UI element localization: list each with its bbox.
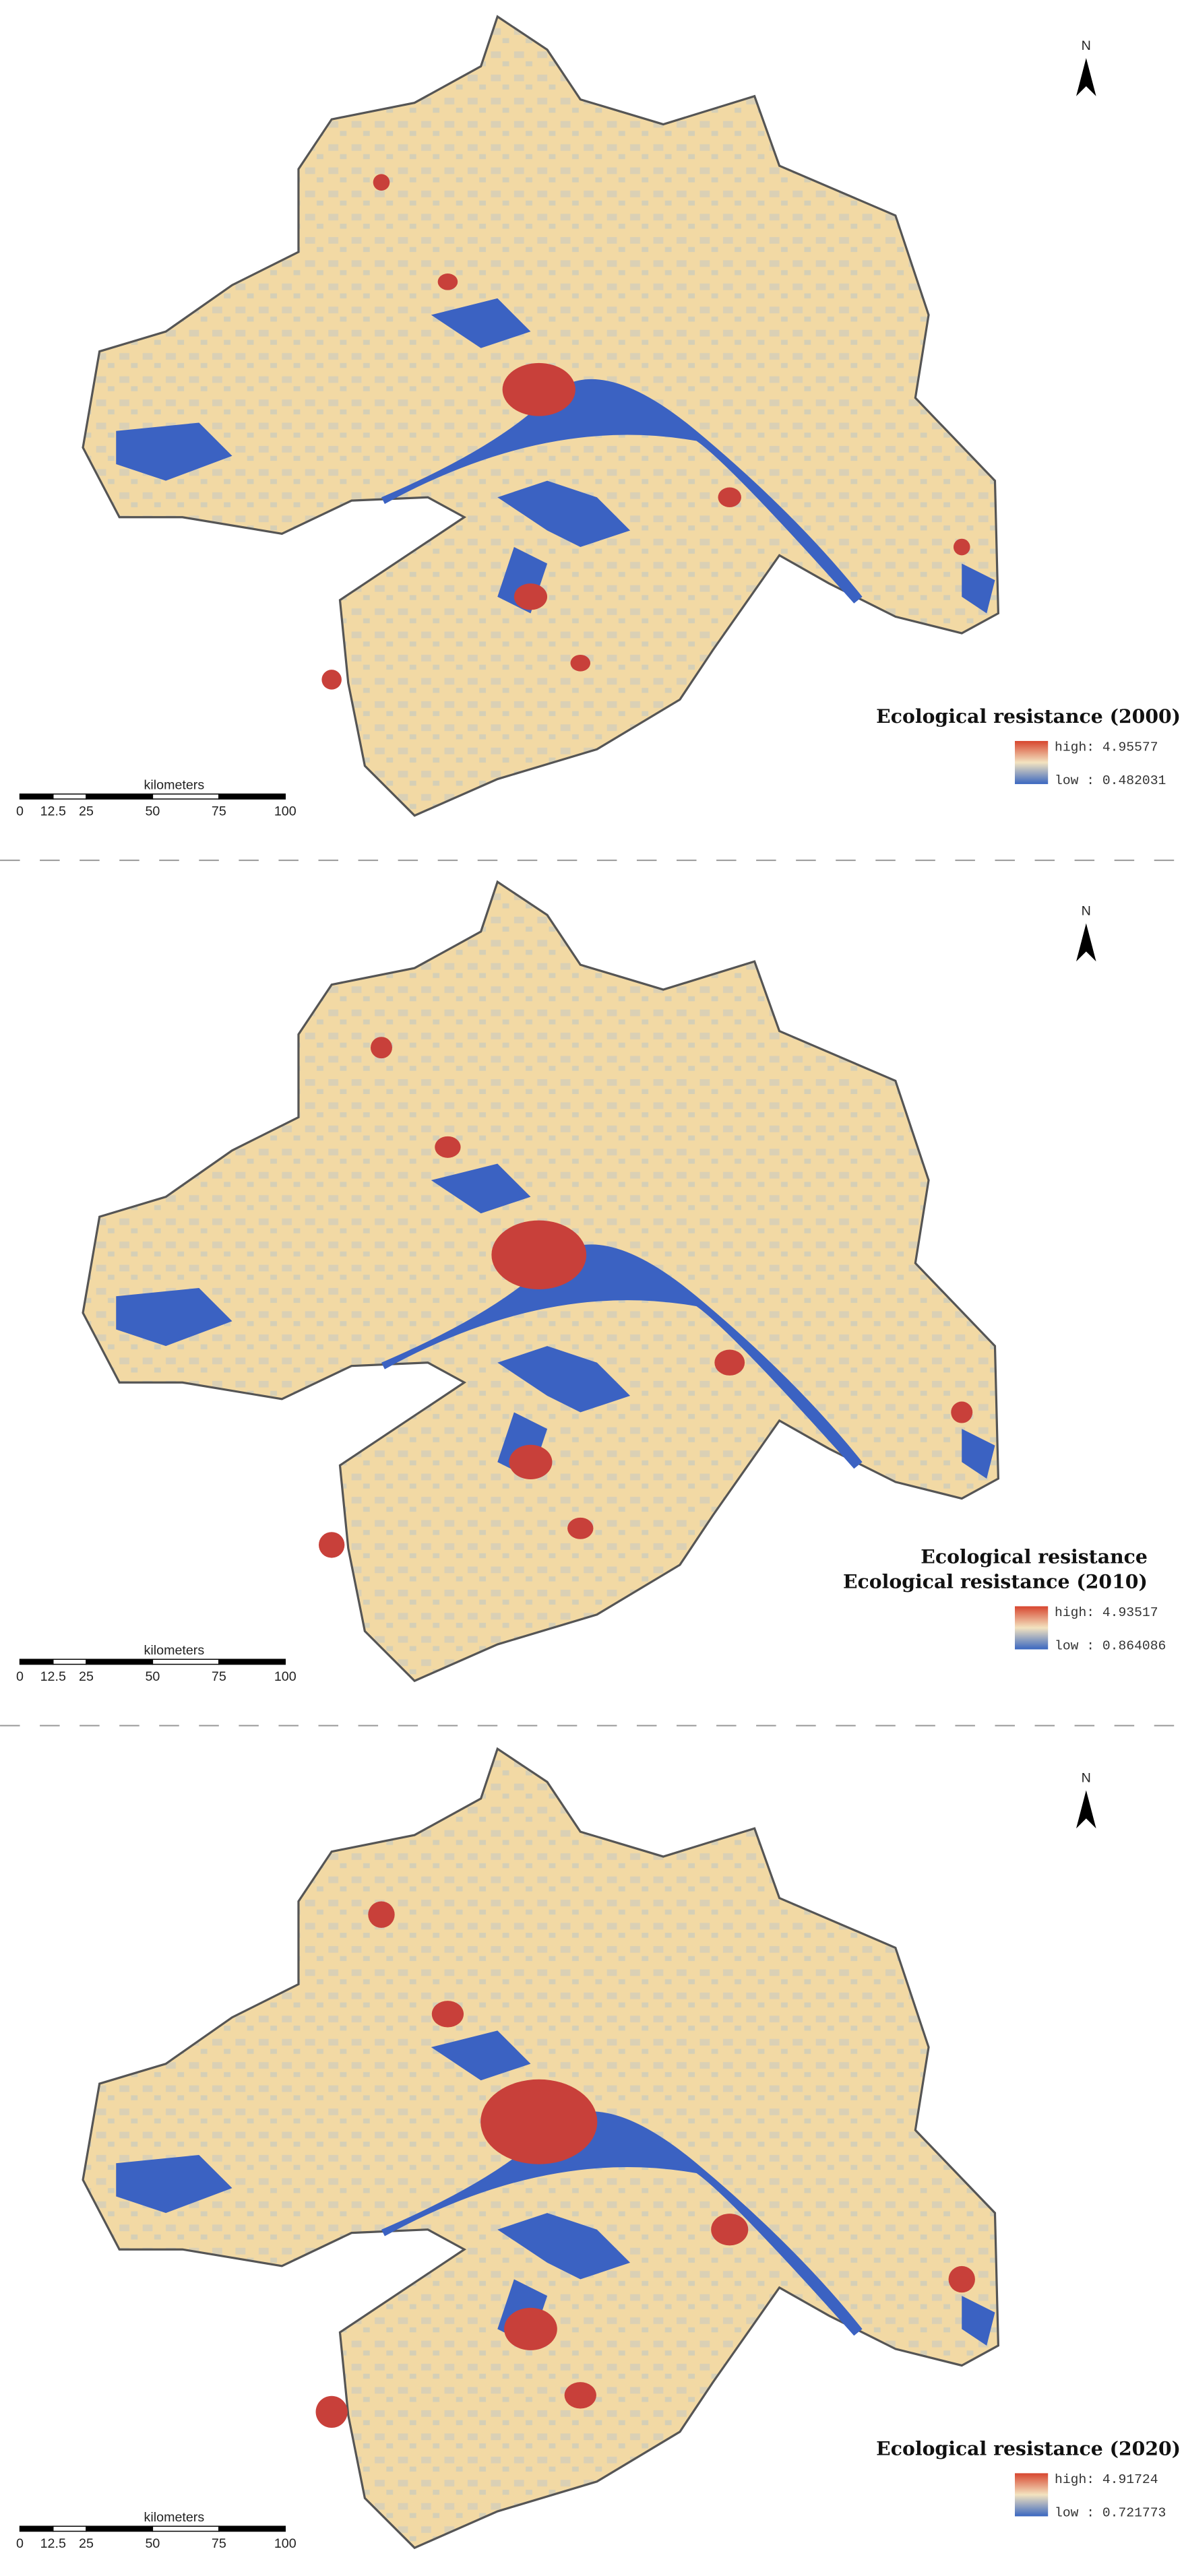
urban-area — [368, 1901, 395, 1928]
legend-low: low : 0.721773 — [1055, 2505, 1166, 2520]
panel: N Ecological resistance (2000) high: 4.955… — [16, 15, 1181, 819]
legend-ramp — [1014, 740, 1049, 784]
urban-area — [502, 362, 575, 416]
urban-area — [948, 2265, 975, 2293]
scale-segment — [53, 2525, 87, 2532]
scale-tick: 100 — [274, 804, 297, 819]
scale-segment — [152, 1659, 220, 1665]
legend-low: low : 0.864086 — [1055, 1638, 1166, 1653]
urban-area — [437, 273, 458, 290]
urban-area — [315, 2395, 348, 2428]
water-area — [116, 1288, 232, 1347]
north-label: N — [1082, 38, 1091, 53]
scale-segment — [86, 793, 154, 800]
water-area — [962, 1429, 995, 1479]
scale-segment — [19, 2525, 54, 2532]
scale-segment — [53, 1659, 87, 1665]
water-area — [116, 2154, 232, 2214]
legend-ramp — [1014, 2473, 1049, 2517]
urban-area — [370, 1037, 392, 1059]
legend-high: high: 4.91724 — [1055, 2472, 1158, 2487]
water-area — [431, 1163, 531, 1214]
legend-low: low : 0.482031 — [1055, 773, 1166, 788]
scale-tick: 0 — [16, 804, 24, 819]
legend-high: high: 4.93517 — [1055, 1605, 1158, 1620]
legend-high: high: 4.95577 — [1055, 740, 1158, 755]
water-area — [431, 298, 531, 348]
north-label: N — [1082, 1770, 1091, 1785]
scale-tick: 25 — [79, 804, 94, 819]
scale-segment — [218, 1659, 286, 1665]
scale-tick: 12.5 — [40, 804, 66, 819]
scale-tick: 0 — [16, 2536, 24, 2551]
urban-area — [318, 1532, 345, 1558]
urban-area — [953, 538, 970, 556]
water-area — [962, 2296, 995, 2346]
scale-segment — [19, 1659, 54, 1665]
urban-area — [711, 2214, 749, 2246]
scale-tick: 75 — [212, 2536, 226, 2551]
scale-tick: 12.5 — [40, 1669, 66, 1684]
legend-title: Ecological resistance (2020) — [876, 2437, 1181, 2459]
urban-area — [714, 1349, 745, 1376]
water-area — [497, 2213, 631, 2280]
urban-area — [480, 2079, 598, 2164]
water-area — [116, 422, 232, 481]
scale-segment — [19, 793, 54, 800]
urban-area — [509, 1444, 553, 1479]
scale-segment — [152, 2525, 220, 2532]
scale-segment — [86, 2525, 154, 2532]
urban-area — [564, 2382, 596, 2409]
scale-tick: 0 — [16, 1669, 24, 1684]
urban-area — [373, 174, 390, 191]
north-arrow — [1076, 923, 1096, 962]
scale-unit: kilometers — [144, 1643, 205, 1658]
scale-tick: 100 — [274, 1669, 297, 1684]
panel: N Ecological resistance (2020) high: 4.917… — [16, 1747, 1181, 2551]
urban-area — [513, 583, 548, 610]
north-arrow — [1076, 58, 1096, 96]
urban-area — [718, 487, 741, 507]
scale-unit: kilometers — [144, 2510, 205, 2525]
water-area — [497, 480, 631, 548]
urban-area — [951, 1401, 973, 1423]
north-label: N — [1082, 903, 1091, 918]
scale-segment — [218, 2525, 286, 2532]
water-area — [962, 563, 995, 614]
urban-area — [321, 670, 342, 690]
water-area — [381, 2111, 863, 2336]
north-arrow — [1076, 1790, 1096, 1829]
scale-segment — [86, 1659, 154, 1665]
urban-area — [491, 1220, 587, 1289]
urban-area — [504, 2307, 557, 2350]
scale-segment — [152, 793, 220, 800]
scale-tick: 50 — [145, 804, 160, 819]
scale-tick: 25 — [79, 2536, 94, 2551]
urban-area — [431, 2001, 464, 2028]
scale-segment — [218, 793, 286, 800]
scale-tick: 50 — [145, 2536, 160, 2551]
scale-tick: 25 — [79, 1669, 94, 1684]
scale-tick: 12.5 — [40, 2536, 66, 2551]
legend-ramp — [1014, 1606, 1049, 1650]
scale-unit: kilometers — [144, 777, 205, 792]
urban-area — [567, 1517, 594, 1539]
scale-tick: 50 — [145, 1669, 160, 1684]
scale-tick: 75 — [212, 804, 226, 819]
water-area — [431, 2030, 531, 2081]
legend-title: Ecological resistance (2010) — [843, 1570, 1148, 1592]
legend-title: Ecological resistance (2000) — [876, 705, 1181, 728]
scale-tick: 100 — [274, 2536, 297, 2551]
water-area — [497, 1346, 631, 1413]
urban-area — [435, 1136, 461, 1158]
scale-segment — [53, 793, 87, 800]
water-area — [381, 379, 863, 604]
water-area — [381, 1244, 863, 1469]
legend-title: Ecological resistance — [921, 1545, 1148, 1568]
scale-tick: 75 — [212, 1669, 226, 1684]
urban-area — [570, 654, 591, 672]
